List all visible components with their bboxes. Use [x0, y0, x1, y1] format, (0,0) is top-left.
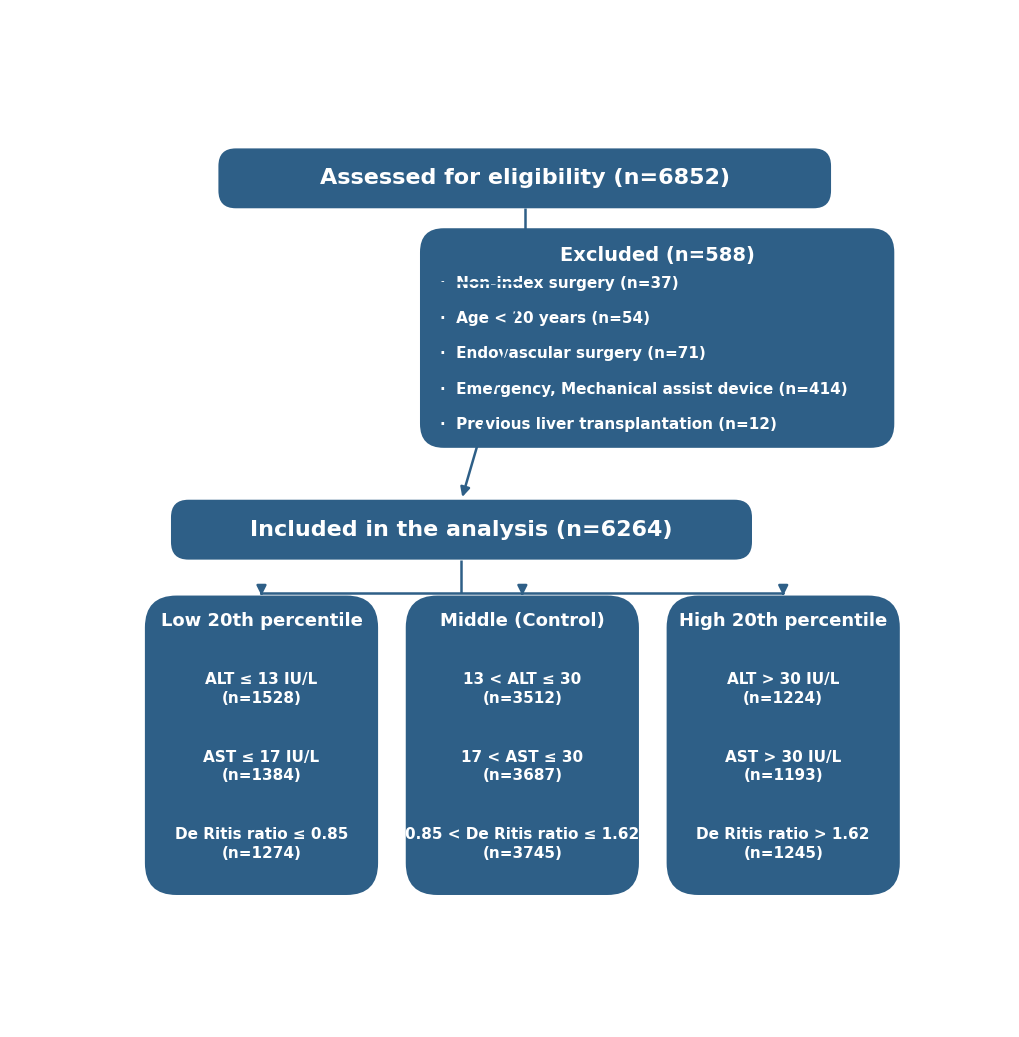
Text: ALT > 30 IU/L
(n=1224): ALT > 30 IU/L (n=1224) [727, 672, 839, 705]
Text: ·  Non-index surgery (n=37): · Non-index surgery (n=37) [439, 276, 678, 291]
Text: Assessed for eligibility (n=6852): Assessed for eligibility (n=6852) [319, 168, 729, 189]
FancyBboxPatch shape [666, 595, 899, 895]
Text: ·  Endovascular surgery (n=71): · Endovascular surgery (n=71) [439, 346, 705, 362]
Text: 13 < ALT ≤ 30
(n=3512): 13 < ALT ≤ 30 (n=3512) [463, 672, 581, 705]
FancyBboxPatch shape [218, 148, 830, 208]
Text: 17 < AST ≤ 30
(n=3687): 17 < AST ≤ 30 (n=3687) [461, 750, 583, 783]
Text: AST ≤ 17 IU/L
(n=1384): AST ≤ 17 IU/L (n=1384) [203, 750, 319, 783]
FancyBboxPatch shape [145, 595, 378, 895]
Text: High 20th percentile: High 20th percentile [679, 612, 887, 629]
Text: De Ritis ratio ≤ 0.85
(n=1274): De Ritis ratio ≤ 0.85 (n=1274) [174, 828, 347, 861]
Text: AST > 30 IU/L
(n=1193): AST > 30 IU/L (n=1193) [725, 750, 841, 783]
Text: Included in the analysis (n=6264): Included in the analysis (n=6264) [250, 520, 673, 539]
Text: ·  Previous liver transplantation (n=12): · Previous liver transplantation (n=12) [439, 417, 775, 431]
Text: ·  Age < 20 years (n=54): · Age < 20 years (n=54) [439, 311, 649, 327]
Text: Middle (Control): Middle (Control) [439, 612, 604, 629]
FancyBboxPatch shape [171, 500, 751, 560]
Text: ALT ≤ 13 IU/L
(n=1528): ALT ≤ 13 IU/L (n=1528) [205, 672, 317, 705]
Text: Low 20th percentile: Low 20th percentile [160, 612, 362, 629]
Text: De Ritis ratio > 1.62
(n=1245): De Ritis ratio > 1.62 (n=1245) [696, 828, 869, 861]
FancyBboxPatch shape [420, 228, 894, 448]
Text: Excluded (n=588): Excluded (n=588) [559, 246, 754, 264]
Text: ·  Emergency, Mechanical assist device (n=414): · Emergency, Mechanical assist device (n… [439, 382, 847, 396]
FancyBboxPatch shape [406, 595, 638, 895]
Text: 0.85 < De Ritis ratio ≤ 1.62
(n=3745): 0.85 < De Ritis ratio ≤ 1.62 (n=3745) [405, 828, 639, 861]
